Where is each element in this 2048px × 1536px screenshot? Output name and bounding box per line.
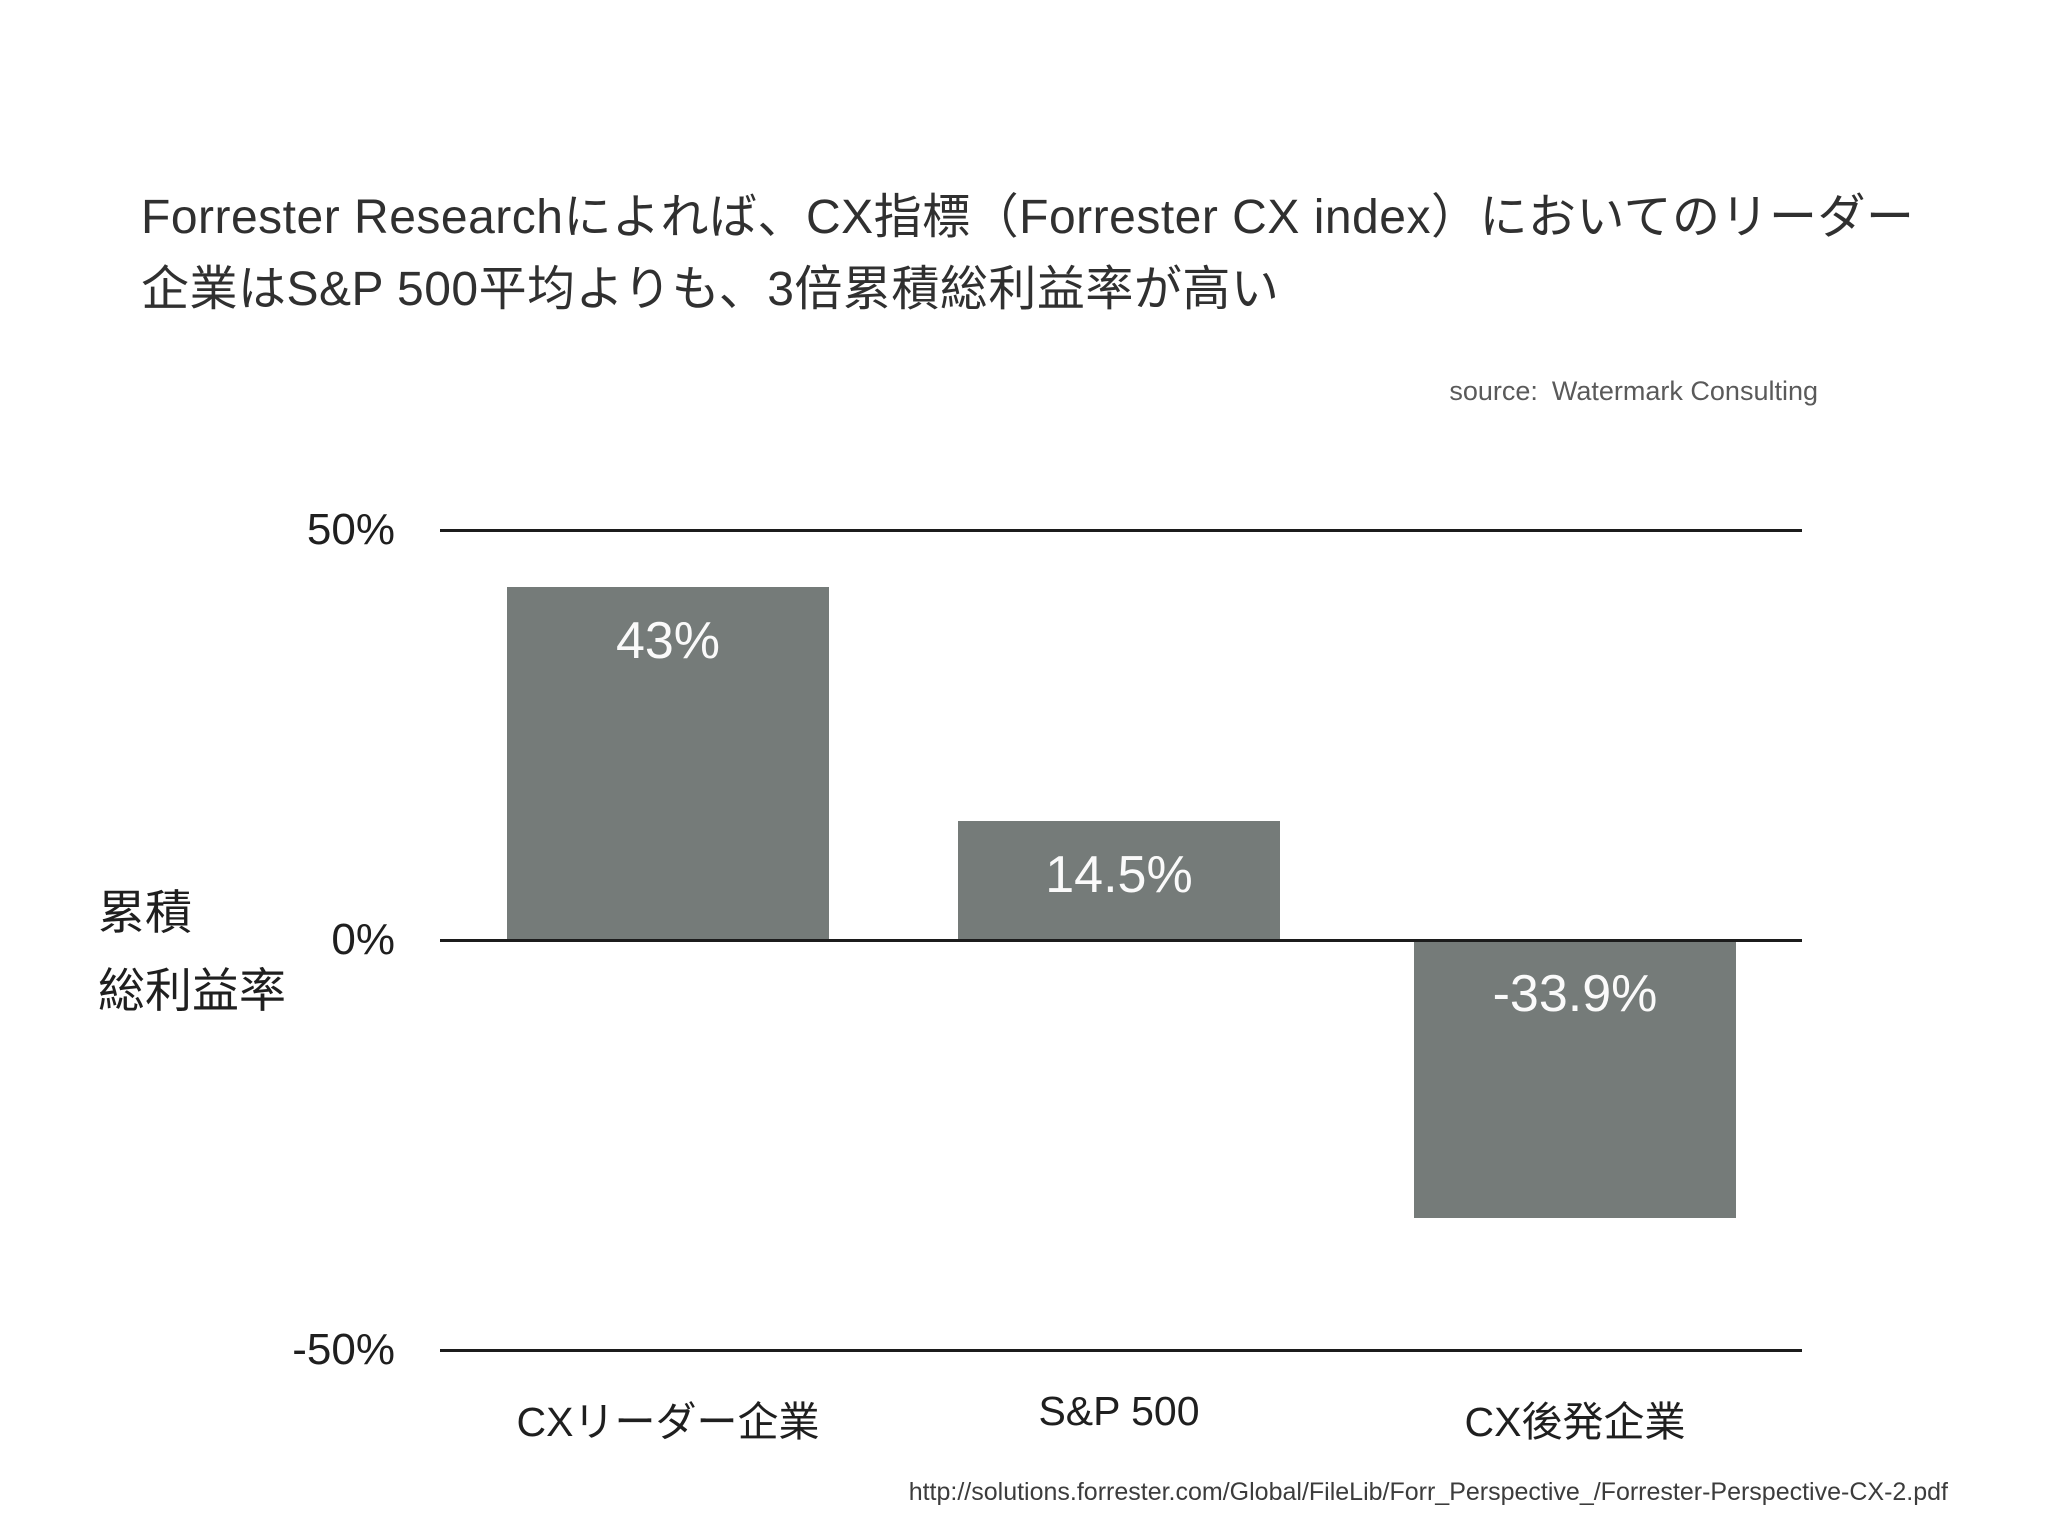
chart-title-line2: 企業はS&P 500平均よりも、3倍累積総利益率が高い xyxy=(141,263,1280,316)
bar-value-label: -33.9% xyxy=(1492,965,1658,1023)
y-axis-title: 累積 総利益率 xyxy=(98,874,286,1030)
y-tick-label--50%: -50% xyxy=(292,1325,395,1374)
source-label: source: xyxy=(1449,376,1538,406)
y-tick-label-50%: 50% xyxy=(306,505,395,554)
bar-CX後発企業 xyxy=(1414,940,1736,1218)
source-name: Watermark Consulting xyxy=(1551,376,1818,406)
footer-url: http://solutions.forrester.com/Global/Fi… xyxy=(908,1478,1948,1506)
x-category-label: CX後発企業 xyxy=(1464,1399,1686,1445)
chart-title: Forrester Researchによれば、CX指標（Forrester CX… xyxy=(141,182,1931,326)
gridline--50% xyxy=(440,1348,1802,1352)
y-tick-label-0%: 0% xyxy=(331,915,395,964)
y-axis-title-line1: 累積 xyxy=(98,886,192,939)
source-attribution: source: Watermark Consulting xyxy=(1449,376,1818,407)
x-category-label: CXリーダー企業 xyxy=(516,1399,820,1445)
gridline-0% xyxy=(440,938,1802,942)
bar-CXリーダー企業 xyxy=(507,587,829,940)
bar-S&P 500 xyxy=(958,821,1280,940)
bar-value-label: 43% xyxy=(615,612,721,671)
y-axis-title-line2: 総利益率 xyxy=(98,964,286,1017)
chart-title-line1: Forrester Researchによれば、CX指標（Forrester CX… xyxy=(141,191,1915,244)
gridline-50% xyxy=(440,528,1802,532)
x-category-label: S&P 500 xyxy=(1038,1388,1200,1434)
bar-value-label: 14.5% xyxy=(1045,846,1193,905)
